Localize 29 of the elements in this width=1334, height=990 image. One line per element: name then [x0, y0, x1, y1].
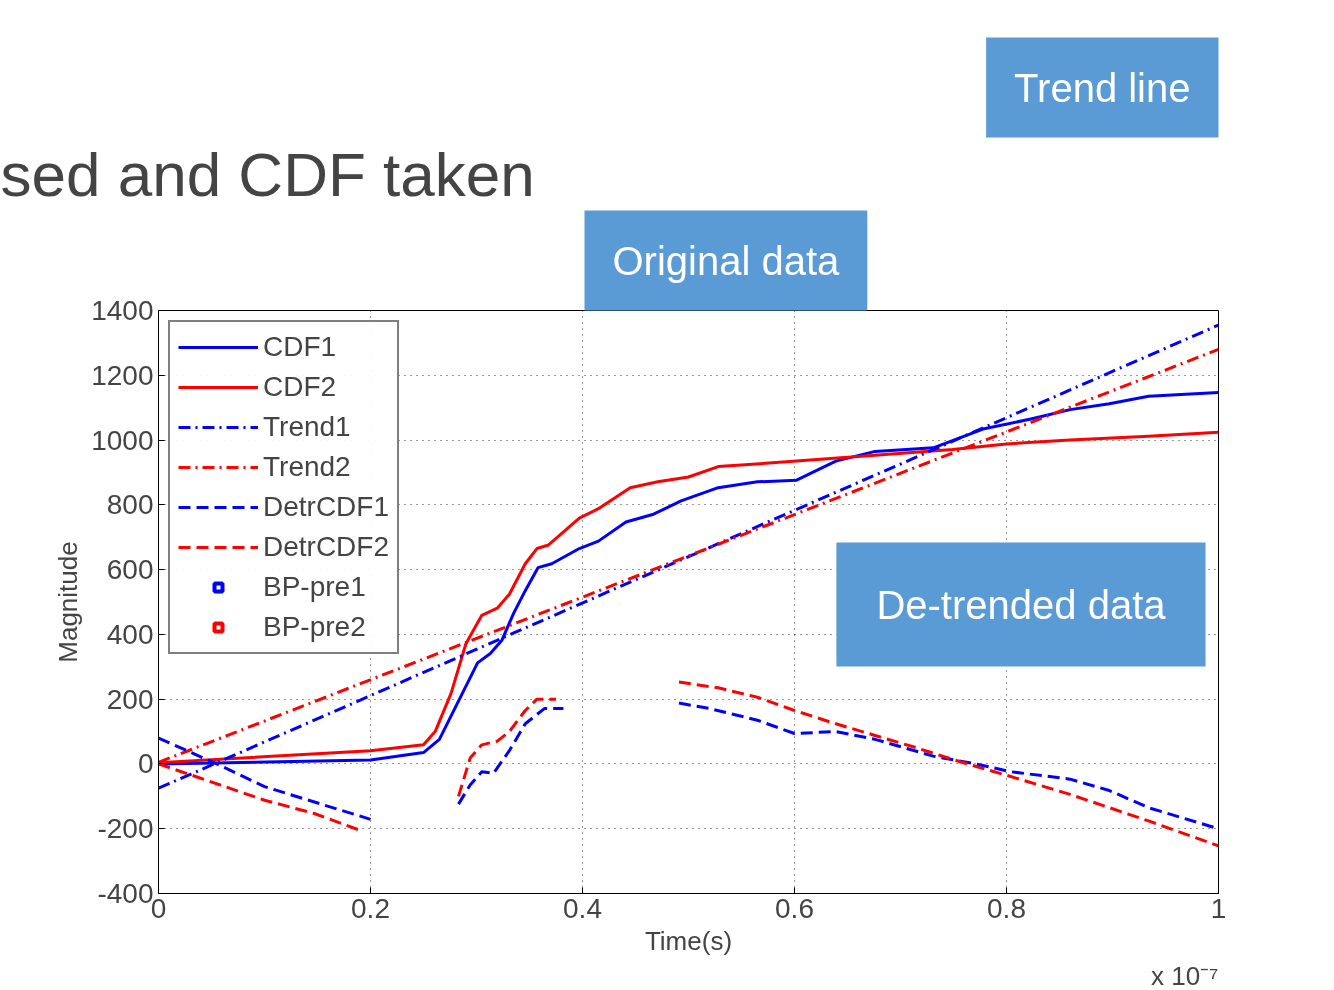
chart-title: sed and CDF taken	[0, 139, 535, 209]
legend-label: CDF1	[263, 330, 337, 364]
x-tick-label: 0.6	[775, 892, 814, 924]
x-tick-label: 0.4	[563, 892, 602, 924]
legend-label: Trend1	[263, 410, 351, 444]
x-axis-title: Time(s)	[644, 925, 733, 956]
y-tick-label: 1000	[91, 424, 154, 456]
text: Trend line	[1014, 65, 1191, 110]
annotation: De-trended data	[876, 582, 1167, 627]
x-tick-label: 0.2	[351, 892, 390, 924]
legend-label: CDF2	[263, 370, 337, 404]
y-axis-title: Magnitude	[53, 541, 84, 663]
y-tick-label: 1400	[91, 295, 154, 326]
y-tick-label: -200	[97, 813, 154, 845]
legend-label: BP-pre2	[263, 610, 366, 644]
y-tick-label: 1200	[91, 359, 154, 391]
legend-label: DetrCDF2	[263, 530, 390, 564]
text: x 10⁻⁷	[1150, 960, 1219, 990]
y-tick-label: 800	[106, 489, 154, 521]
y-tick-label: 400	[106, 618, 154, 650]
legend-label: BP-pre1	[263, 570, 366, 604]
y-tick-label: 600	[106, 554, 154, 586]
x-tick-label: 1	[1210, 892, 1227, 924]
legend-label: DetrCDF1	[263, 490, 390, 524]
text: Original data	[612, 238, 841, 283]
y-tick-label: 0	[137, 748, 154, 780]
x-tick-label: 0.8	[987, 892, 1026, 924]
y-tick-label: 200	[106, 683, 154, 715]
legend-label: Trend2	[263, 450, 351, 484]
